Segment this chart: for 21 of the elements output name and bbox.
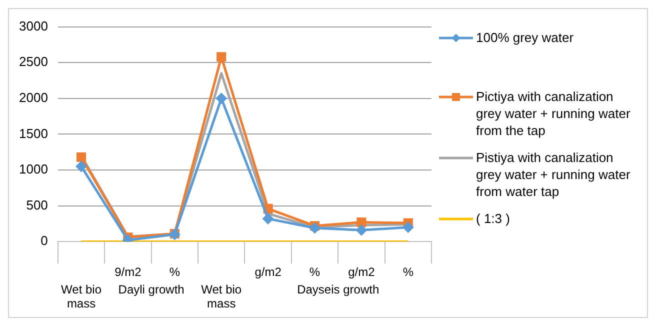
- text: Wet bio mass: [61, 282, 102, 310]
- y-tick-label: 0: [40, 233, 48, 248]
- y-tick-label: 1500: [19, 126, 48, 141]
- text: Dayli growth: [118, 282, 184, 296]
- y-tick-label: 3000: [19, 18, 48, 34]
- legend-label: Pistiya with canalization grey water + running water from water tap: [476, 149, 632, 200]
- text: Dayseis growth: [297, 282, 380, 296]
- legend-label: Pictiya with canalization grey water + running water from the tap: [476, 88, 632, 139]
- y-tick-label: 2500: [19, 54, 48, 70]
- y-tick-label: 1000: [19, 162, 48, 177]
- text: Wet bio mass: [201, 282, 242, 310]
- x-tick-label: %: [309, 265, 320, 280]
- legend-label: ( 1:3 ): [476, 210, 510, 227]
- y-tick-label: 500: [26, 197, 48, 212]
- legend-label: 100% grey water: [476, 29, 574, 46]
- x-tick-label: %: [169, 265, 180, 280]
- x-tick-label: %: [402, 265, 414, 280]
- y-tick-label: 2000: [19, 90, 48, 105]
- x-tick-label: g/m2: [254, 265, 282, 280]
- x-tick-label: g/m2: [348, 265, 376, 280]
- x-tick-label: 9/m2: [114, 265, 142, 280]
